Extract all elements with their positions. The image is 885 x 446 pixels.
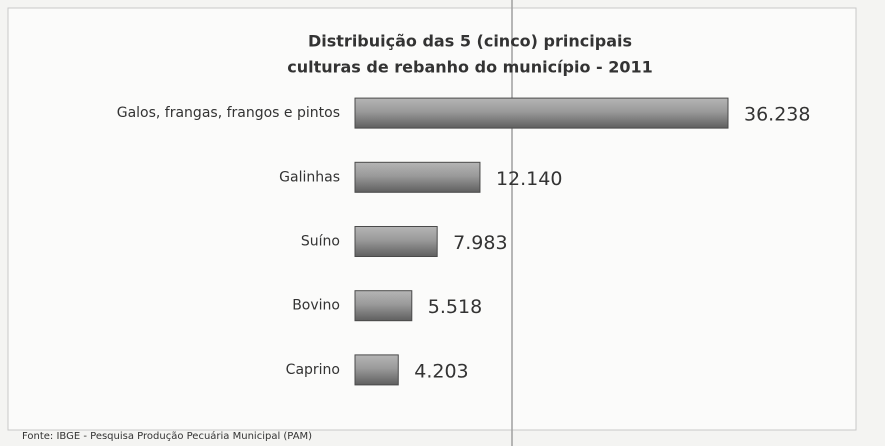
- category-label: Suíno: [301, 234, 340, 250]
- bar: [354, 226, 438, 257]
- category-label: Caprino: [286, 362, 340, 378]
- category-label: Galos, frangas, frangos e pintos: [117, 105, 340, 121]
- value-label: 36.238: [744, 104, 810, 126]
- source-note: Fonte: IBGE - Pesquisa Produção Pecuária…: [22, 430, 312, 442]
- bar: [354, 97, 729, 129]
- bar: [354, 161, 481, 193]
- category-label: Galinhas: [279, 169, 340, 185]
- chart-title: culturas de rebanho do município - 2011: [287, 58, 653, 77]
- value-label: 5.518: [428, 296, 482, 318]
- chart-frame: [7, 7, 857, 431]
- value-label: 4.203: [414, 360, 468, 382]
- value-label: 12.140: [496, 168, 562, 190]
- category-label: Bovino: [292, 298, 340, 314]
- chart-title: Distribuição das 5 (cinco) principais: [308, 32, 632, 51]
- bar: [354, 290, 413, 322]
- value-label: 7.983: [453, 232, 507, 254]
- bar: [354, 354, 399, 386]
